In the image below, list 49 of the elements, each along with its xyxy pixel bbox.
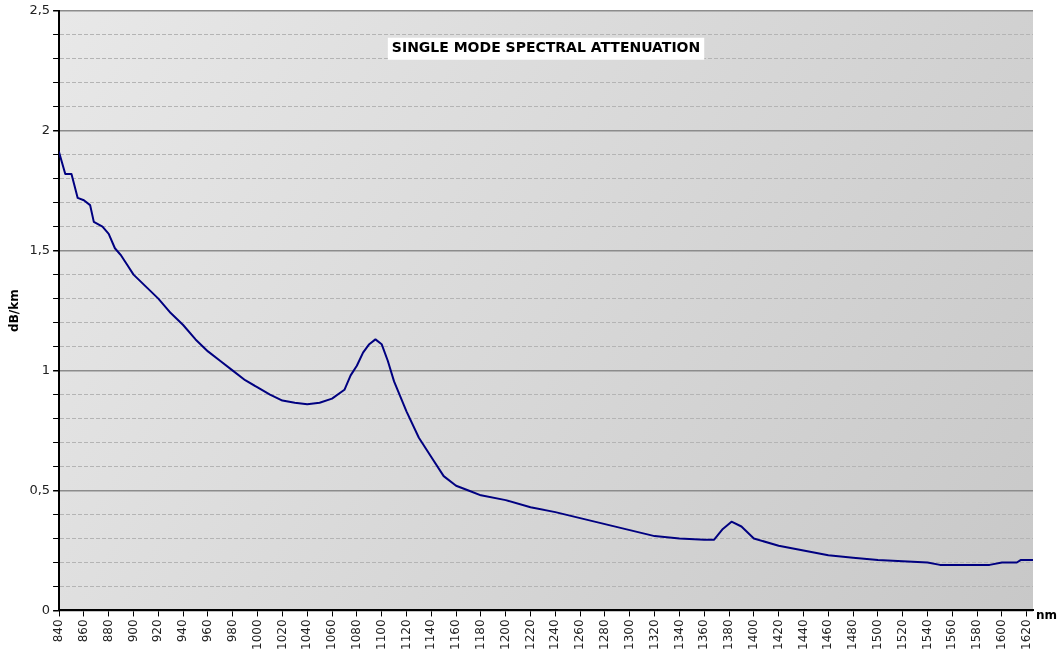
x-tick-label: 1120 [398,619,413,651]
x-tick-label: 1480 [845,619,860,651]
x-tick-label: 1280 [597,619,612,651]
x-tick-label: 1380 [721,619,736,651]
x-tick-label: 980 [224,619,239,643]
x-tick-label: 960 [200,619,215,643]
x-tick-label: 1460 [820,619,835,651]
x-tick-label: 1420 [770,619,785,651]
x-tick-label: 1000 [249,619,264,651]
x-tick-label: 1080 [348,619,363,651]
x-tick-label: 1180 [473,619,488,651]
y-tick-label: 0 [41,601,51,617]
x-tick-label: 1260 [572,619,587,651]
x-tick-label: 1540 [919,619,934,651]
x-tick-label: 1040 [299,619,314,651]
x-tick-label: 1320 [646,619,661,651]
x-tick-label: 1580 [969,619,984,651]
x-tick-label: 900 [125,619,140,643]
x-tick-label: 1020 [274,619,289,651]
x-tick-label: 1200 [497,619,512,651]
y-axis-title: dB/km [7,289,22,332]
x-tick-label: 1500 [870,619,885,651]
x-tick-label: 1440 [795,619,810,651]
x-tick-label: 1240 [547,619,562,651]
x-tick-label: 840 [51,619,66,643]
x-tick-label: 1060 [324,619,339,651]
y-tick-label: 1,5 [29,242,51,258]
y-tick-label: 2,5 [29,2,51,18]
x-tick-label: 1140 [423,619,438,651]
x-tick-label: 1160 [448,619,463,651]
y-tick-label: 1 [41,361,51,377]
x-tick-label: 1600 [994,619,1009,651]
x-tick-label: 1340 [671,619,686,651]
x-axis-title: nm [1036,607,1058,622]
x-tick-label: 1300 [621,619,636,651]
y-tick-label: 0,5 [29,481,51,497]
x-tick-label: 920 [150,619,165,643]
x-tick-label: 1100 [373,619,388,651]
x-tick-label: 1520 [894,619,909,651]
x-tick-label: 1220 [522,619,537,651]
y-tick-label: 2 [41,122,51,138]
x-tick-label: 940 [175,619,190,643]
x-tick-label: 1360 [696,619,711,651]
x-tick-label: 880 [100,619,115,643]
x-tick-label: 1560 [944,619,959,651]
text: SINGLE MODE SPECTRAL ATTENUATION [391,39,701,56]
x-tick-label: 860 [76,619,91,643]
x-tick-label: 1620 [1018,619,1033,651]
x-tick-label: 1400 [745,619,760,651]
